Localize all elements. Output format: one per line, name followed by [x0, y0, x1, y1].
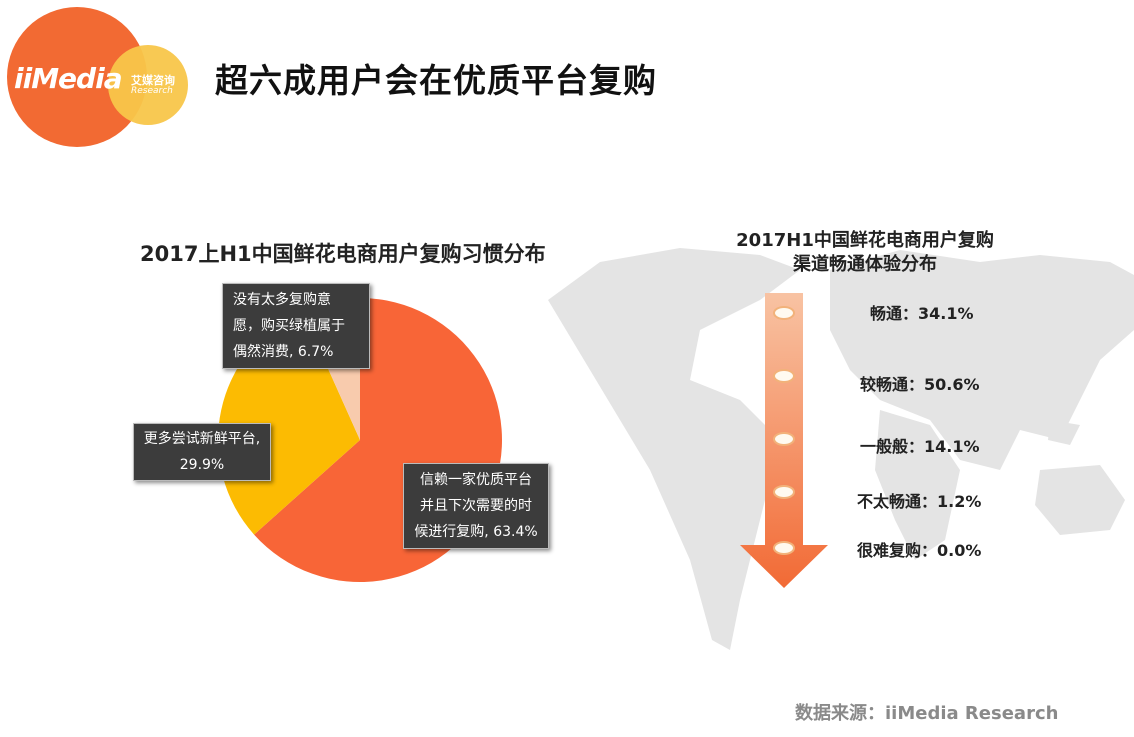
data-source: 数据来源：iiMedia Research [795, 703, 1059, 724]
iimedia-logo: iiMedia 艾媒咨询 Research [0, 0, 200, 160]
arrow-marker-2 [773, 369, 795, 383]
level-fairly-smooth: 较畅通：50.6% [860, 375, 980, 394]
level-average: 一般般：14.1% [860, 437, 980, 456]
arrow-marker-1 [773, 306, 795, 320]
slice-label-new-platforms: 更多尝试新鲜平台, 29.9% [133, 423, 271, 481]
channel-title-line-2: 渠道畅通体验分布 [793, 254, 937, 275]
logo-brand-text: iiMedia [14, 62, 123, 95]
channel-chart-title: 2017H1中国鲜花电商用户复购 渠道畅通体验分布 [690, 229, 1040, 277]
level-smooth: 畅通：34.1% [870, 304, 974, 323]
level-not-smooth: 不太畅通：1.2% [857, 492, 982, 511]
logo-en-text: Research [131, 86, 173, 96]
slice-label-trusted-platform: 信赖一家优质平台 并且下次需要的时 候进行复购, 63.4% [403, 463, 549, 549]
level-hard-to-rebuy: 很难复购：0.0% [857, 541, 982, 560]
slice-label-occasional: 没有太多复购意 愿，购买绿植属于 偶然消费, 6.7% [222, 283, 370, 369]
page-title: 超六成用户会在优质平台复购 [215, 61, 657, 100]
arrow-marker-5 [773, 541, 795, 555]
logo-cn-text: 艾媒咨询 [131, 74, 175, 87]
pie-chart-title: 2017上H1中国鲜花电商用户复购习惯分布 [140, 242, 546, 266]
arrow-marker-3 [773, 432, 795, 446]
arrow-marker-4 [773, 485, 795, 499]
channel-title-line-1: 2017H1中国鲜花电商用户复购 [736, 230, 994, 251]
logo-yellow-circle [108, 45, 188, 125]
